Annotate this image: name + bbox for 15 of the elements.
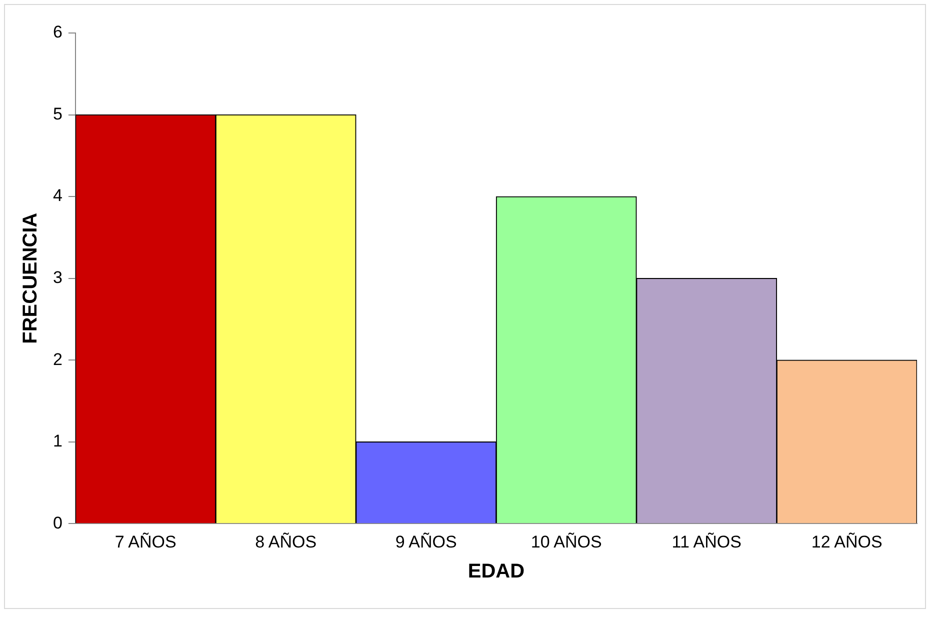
x-tick-label: 10 AÑOS bbox=[530, 532, 602, 552]
x-tick-label: 8 AÑOS bbox=[255, 532, 317, 552]
y-tick-label: 4 bbox=[52, 186, 62, 206]
x-axis-title: EDAD bbox=[468, 560, 525, 583]
y-tick-label: 3 bbox=[52, 268, 62, 287]
x-tick-label: 11 AÑOS bbox=[672, 532, 742, 552]
y-tick-label: 0 bbox=[52, 513, 62, 532]
y-tick-label: 5 bbox=[52, 104, 62, 124]
x-tick-label: 7 AÑOS bbox=[114, 532, 176, 552]
y-axis-title: FRECUENCIA bbox=[20, 212, 42, 344]
y-tick-label: 2 bbox=[52, 350, 62, 369]
x-tick-label: 9 AÑOS bbox=[395, 532, 457, 552]
x-tick-label: 12 AÑOS bbox=[811, 532, 882, 552]
y-tick-label: 6 bbox=[52, 22, 62, 42]
y-tick-label: 1 bbox=[52, 432, 62, 451]
